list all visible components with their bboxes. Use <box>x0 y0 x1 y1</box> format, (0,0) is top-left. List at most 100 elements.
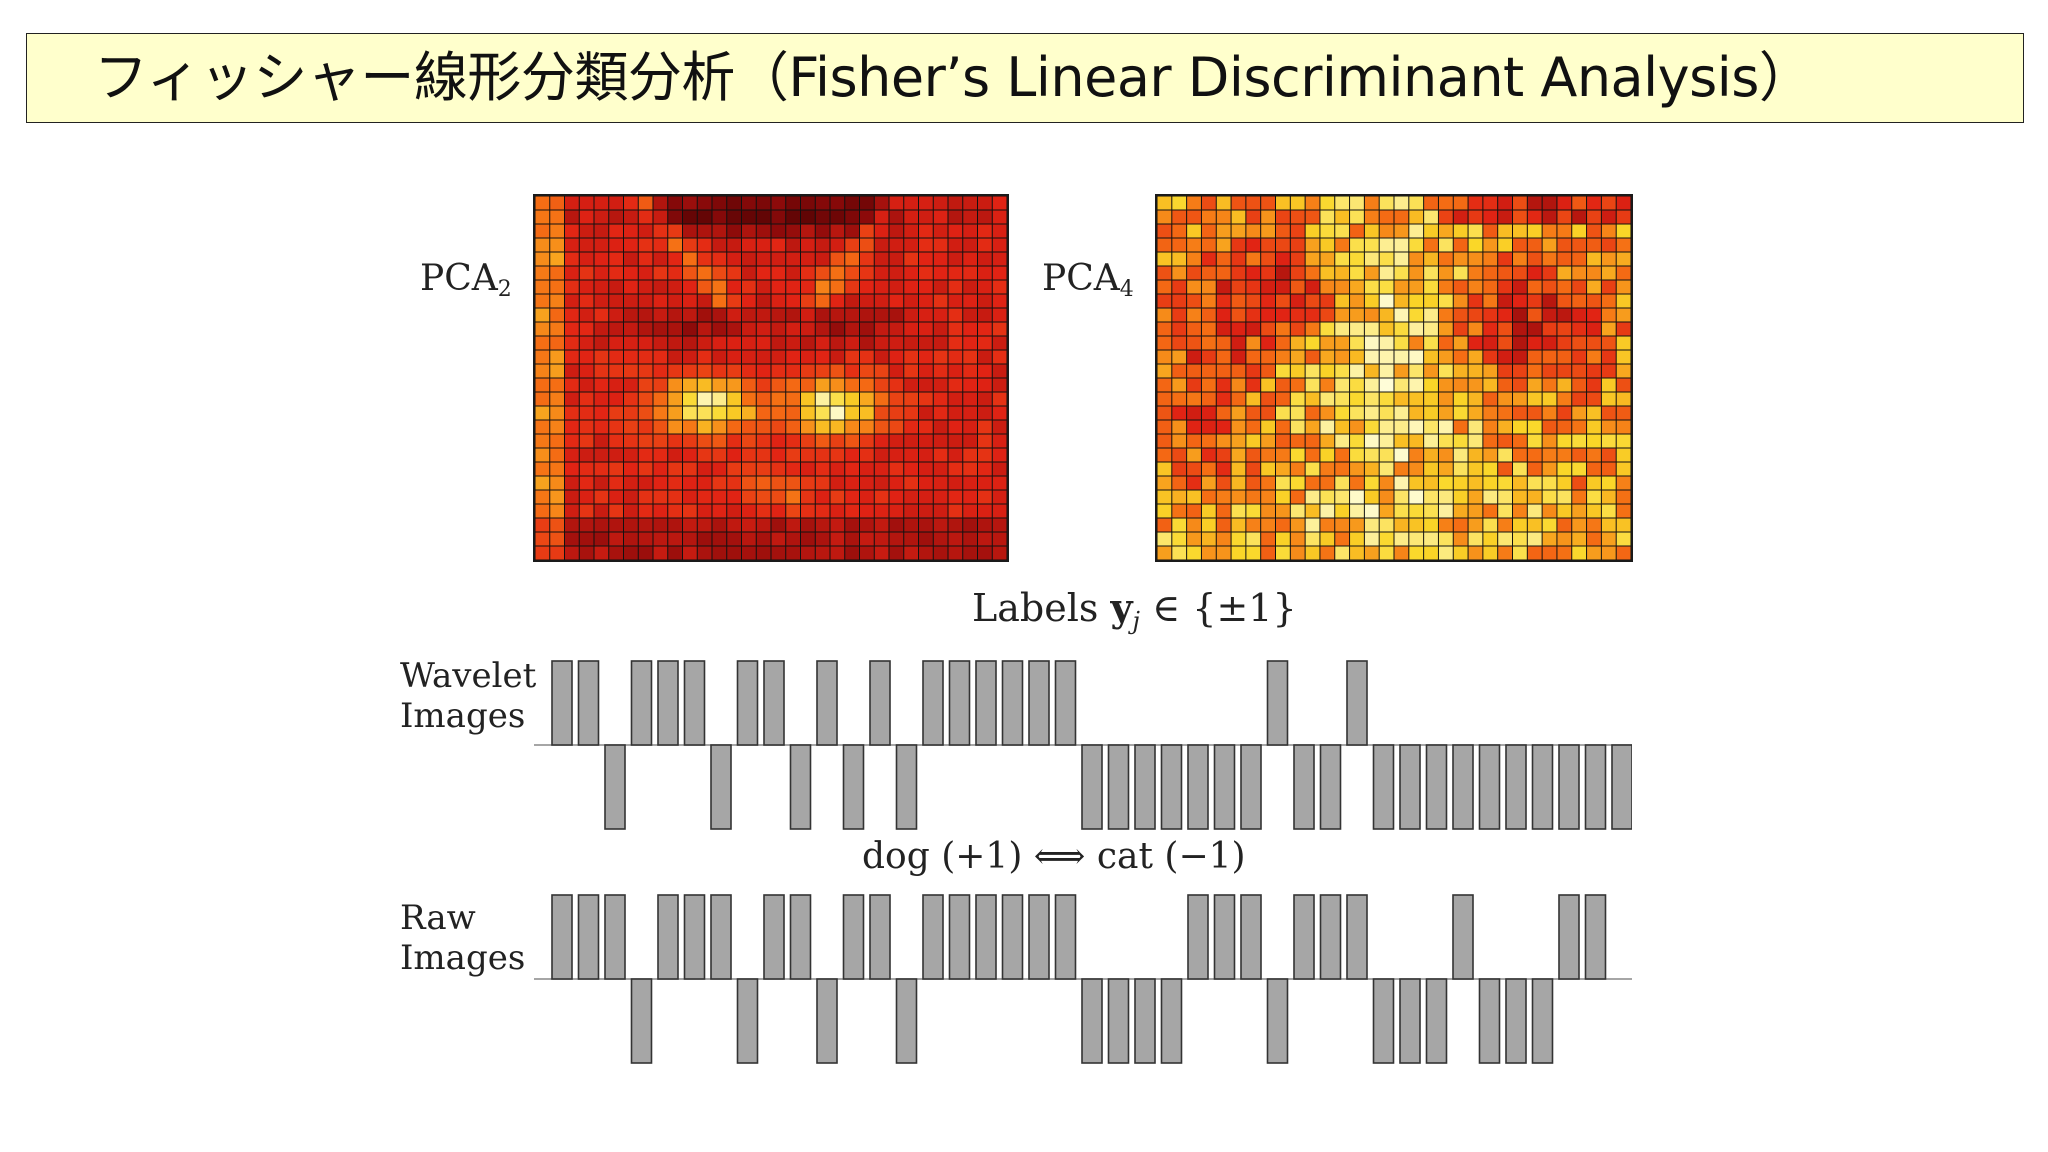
pca2-cell <box>535 378 550 392</box>
pca4-cell <box>1542 252 1557 266</box>
pca2-cell <box>727 294 741 308</box>
raw-bar-26 <box>1240 894 1262 980</box>
pca2-cell <box>535 406 550 420</box>
pca4-cell <box>1394 406 1409 420</box>
pca2-cell <box>579 252 594 266</box>
pca4-cell <box>1201 378 1216 392</box>
pca4-cell <box>1601 196 1616 210</box>
pca4-cell <box>1172 518 1187 532</box>
pca4-cell <box>1424 504 1438 518</box>
pca4-cell <box>1290 364 1305 378</box>
pca4-cell <box>1187 420 1201 434</box>
pca2-cell <box>624 448 638 462</box>
pca4-cell <box>1468 462 1483 476</box>
pca2-cell <box>624 336 638 350</box>
pca2-cell <box>978 378 992 392</box>
raw-bar-1 <box>577 894 600 980</box>
pca2-cell <box>653 518 668 532</box>
pca4-cell <box>1513 294 1527 308</box>
pca4-cell <box>1498 266 1512 280</box>
pca2-cell <box>919 434 933 448</box>
pca4-cell <box>1379 364 1394 378</box>
pca2-cell <box>845 252 859 266</box>
pca4-cell <box>1231 504 1246 518</box>
pca4-cell <box>1216 350 1231 364</box>
pca4-cell <box>1453 392 1468 406</box>
pca4-cell <box>1364 280 1379 294</box>
pca4-cell <box>1261 406 1275 420</box>
pca4-cell <box>1527 294 1542 308</box>
pca4-cell <box>1616 196 1631 210</box>
pca4-cell <box>1557 546 1572 560</box>
pca4-cell <box>1187 392 1201 406</box>
pca2-cell <box>579 308 594 322</box>
pca2-cell <box>963 210 977 224</box>
pca2-cell <box>653 196 668 210</box>
pca4-cell <box>1453 518 1468 532</box>
pca2-cell <box>653 350 668 364</box>
pca2-cell <box>860 434 874 448</box>
pca4-cell <box>1424 364 1438 378</box>
pca2-cell <box>756 280 771 294</box>
pca4-cell <box>1246 490 1261 504</box>
pca4-cell <box>1335 280 1350 294</box>
pca4-cell <box>1513 252 1527 266</box>
wavelet-bar-1 <box>577 660 600 746</box>
pca2-cell <box>683 532 697 546</box>
pca2-cell <box>845 364 859 378</box>
raw-bar-29 <box>1319 894 1342 980</box>
pca4-cell <box>1483 294 1498 308</box>
pca4-cell <box>1409 504 1424 518</box>
pca4-cell <box>1453 350 1468 364</box>
pca2-cell <box>742 252 756 266</box>
pca4-cell <box>1172 434 1187 448</box>
pca2-cell <box>594 224 609 238</box>
pca2-cell <box>609 420 623 434</box>
pca4-cell <box>1379 252 1394 266</box>
pca2-cell <box>963 518 977 532</box>
pca4-cell <box>1305 294 1320 308</box>
pca4-cell <box>1601 476 1616 490</box>
pca2-cell <box>756 392 771 406</box>
pca4-cell <box>1424 518 1438 532</box>
pca4-cell <box>1601 490 1616 504</box>
pca4-cell <box>1601 336 1616 350</box>
pca4-cell <box>1364 448 1379 462</box>
pca4-cell <box>1261 476 1275 490</box>
pca4-cell <box>1468 532 1483 546</box>
pca4-cell <box>1261 280 1275 294</box>
pca2-cell <box>992 322 1007 336</box>
pca4-cell <box>1587 308 1601 322</box>
pca4-cell <box>1305 336 1320 350</box>
pca2-cell <box>874 196 889 210</box>
pca2-cell <box>683 504 697 518</box>
pca4-cell <box>1350 490 1364 504</box>
pca4-cell <box>1201 434 1216 448</box>
pca4-cell <box>1542 546 1557 560</box>
pca4-cell <box>1527 210 1542 224</box>
pca2-cell <box>712 378 727 392</box>
pca4-cell <box>1483 392 1498 406</box>
pca4-cell <box>1483 350 1498 364</box>
pca2-cell <box>933 224 948 238</box>
pca2-cell <box>727 252 741 266</box>
pca2-cell <box>579 210 594 224</box>
pca4-cell <box>1379 266 1394 280</box>
pca2-cell <box>624 378 638 392</box>
pca2-cell <box>609 266 623 280</box>
pca2-cell <box>771 392 786 406</box>
pca2-cell <box>697 322 712 336</box>
pca4-cell <box>1157 518 1172 532</box>
pca2-cell <box>756 378 771 392</box>
pca4-cell <box>1542 280 1557 294</box>
pca4-cell <box>1438 532 1453 546</box>
pca2-cell <box>742 420 756 434</box>
pca4-cell <box>1587 532 1601 546</box>
pca2-cell <box>919 322 933 336</box>
pca2-cell <box>948 350 963 364</box>
pca4-cell <box>1438 308 1453 322</box>
raw-bar-33 <box>1425 978 1448 1064</box>
pca2-cell <box>535 462 550 476</box>
raw-bar-16 <box>975 894 997 980</box>
pca2-cell <box>771 294 786 308</box>
